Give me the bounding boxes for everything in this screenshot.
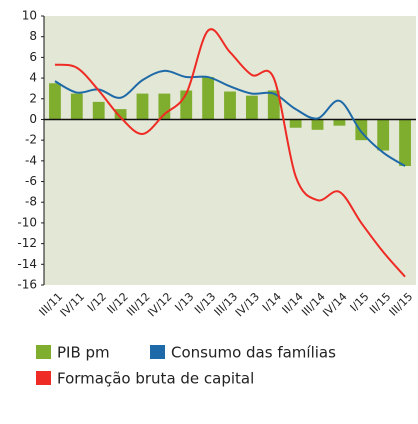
legend-swatch [150, 345, 165, 359]
y-tick-label: 2 [29, 91, 37, 105]
y-tick-label: -16 [17, 278, 37, 292]
y-tick-label: -2 [25, 133, 37, 147]
bar [158, 93, 171, 120]
x-tick-label: IV/14 [320, 290, 349, 319]
bar [136, 93, 149, 120]
line [54, 28, 406, 278]
bar [311, 119, 324, 130]
legend-label: Consumo das famílias [171, 344, 336, 362]
y-tick-label: -14 [17, 257, 37, 271]
bar [49, 83, 61, 120]
bar [355, 119, 368, 141]
x-tick-label: III/15 [387, 290, 416, 319]
bar [92, 101, 105, 120]
line [54, 69, 406, 167]
legend-label: Formação bruta de capital [57, 370, 254, 388]
bar [399, 119, 411, 167]
x-tick-label: I/14 [260, 290, 284, 314]
y-tick-label: -12 [17, 236, 37, 250]
bar [224, 91, 236, 120]
y-tick-label: -6 [25, 174, 37, 188]
x-tick-label: IV/11 [58, 290, 87, 319]
y-tick-label: 0 [29, 112, 37, 126]
y-tick-label: -4 [25, 153, 37, 167]
y-tick-label: -10 [17, 215, 37, 229]
plot-area [44, 16, 416, 285]
y-tick-label: 6 [29, 50, 37, 64]
y-tick-label: -8 [25, 195, 37, 209]
x-tick-label: I/15 [348, 290, 372, 314]
bar [377, 119, 390, 151]
bar [114, 109, 127, 120]
bar [70, 93, 83, 120]
bar [180, 90, 193, 120]
x-tick-label: I/13 [172, 290, 196, 314]
legend-swatch [36, 371, 51, 385]
bar [202, 77, 215, 120]
x-tick-label: I/12 [85, 290, 109, 314]
bar [333, 119, 346, 126]
bar [267, 90, 280, 120]
bar [245, 95, 258, 120]
legend-label: PIB pm [57, 344, 110, 362]
legend-swatch [36, 345, 51, 359]
y-tick-label: 4 [29, 71, 37, 85]
x-tick-label: IV/12 [145, 290, 174, 319]
y-tick-label: 8 [29, 29, 37, 43]
x-tick-label: IV/13 [233, 290, 262, 319]
bar [289, 119, 302, 128]
y-tick-label: 10 [22, 9, 37, 23]
